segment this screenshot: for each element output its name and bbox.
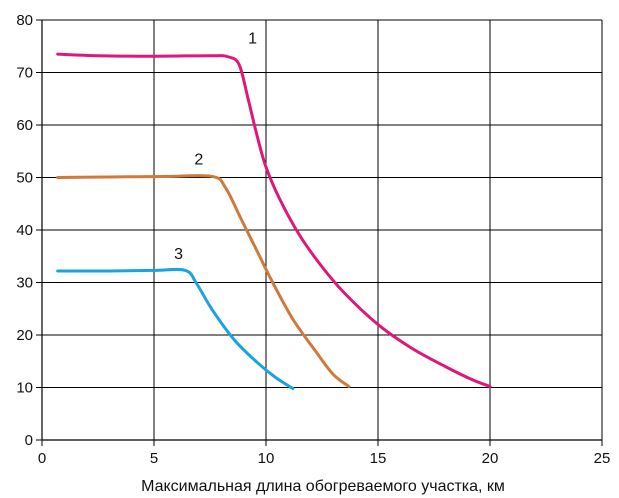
x-tick-label: 25 — [594, 450, 611, 467]
x-tick-label: 15 — [370, 450, 387, 467]
y-tick-label: 10 — [16, 380, 33, 397]
y-tick-label: 50 — [16, 170, 33, 187]
tick-labels: 0 10 20 30 40 50 60 70 80 0 5 10 15 20 25 — [16, 12, 610, 467]
series-line-2 — [56, 174, 351, 388]
y-tick-label: 70 — [16, 65, 33, 82]
grid — [42, 19, 603, 440]
y-tick-label: 80 — [16, 12, 33, 29]
curve-labels: 1 2 3 — [174, 31, 257, 263]
axes — [36, 19, 603, 446]
x-tick-label: 10 — [258, 450, 275, 467]
y-tick-label: 60 — [16, 117, 33, 134]
x-tick-label: 5 — [150, 450, 158, 467]
curve-label-2: 2 — [194, 151, 203, 168]
curve-label-1: 1 — [248, 31, 257, 48]
y-tick-label: 0 — [25, 432, 33, 449]
series-line-3 — [56, 267, 295, 391]
curve-label-3: 3 — [174, 246, 183, 263]
y-tick-label: 40 — [16, 222, 33, 239]
y-tick-label: 20 — [16, 327, 33, 344]
series-group — [56, 52, 492, 391]
x-tick-label: 20 — [482, 450, 499, 467]
x-axis-label: Максимальная длина обогреваемого участка… — [141, 478, 505, 495]
y-tick-label: 30 — [16, 275, 33, 292]
series-line-1 — [56, 52, 492, 388]
x-tick-label: 0 — [38, 450, 46, 467]
